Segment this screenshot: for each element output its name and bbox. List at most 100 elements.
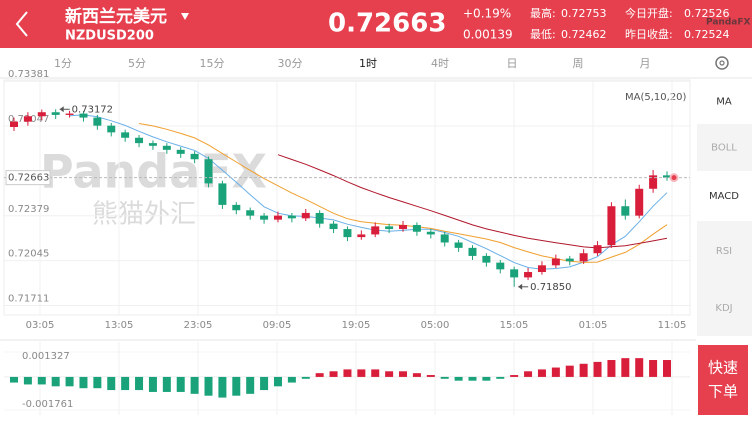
candle-body: [246, 210, 255, 216]
macd-bar: [287, 376, 296, 383]
macd-bar: [496, 376, 505, 379]
settings-icon[interactable]: [715, 56, 729, 70]
legend: MA(5,10,20): [625, 92, 687, 103]
order-label[interactable]: 下单: [708, 383, 738, 401]
candle-body: [496, 262, 505, 270]
high: 0.72753: [561, 7, 607, 20]
candle-body: [607, 206, 616, 246]
tab[interactable]: 1时: [359, 57, 377, 70]
change-pct: +0.19%: [463, 7, 511, 21]
candle-body: [301, 212, 310, 219]
gear[interactable]: [715, 56, 729, 70]
macd-bar: [621, 358, 630, 377]
y-tick-label: 0.73381: [8, 69, 49, 80]
macd-bar: [51, 376, 60, 387]
annotation-arrowhead: [518, 283, 523, 290]
indicator-button[interactable]: [697, 281, 752, 335]
candle-body: [482, 255, 491, 263]
macd-bar: [565, 365, 574, 377]
indicator-label[interactable]: MA: [716, 97, 732, 108]
prev-close: 0.72524: [684, 28, 730, 41]
order-label[interactable]: 快速: [708, 359, 738, 377]
macd-bar: [371, 369, 380, 377]
macd-bar: [440, 376, 449, 379]
macd-bar: [204, 376, 213, 396]
macd-bar: [65, 376, 74, 387]
indicator-button[interactable]: [697, 79, 752, 124]
low-label: 最低:: [530, 28, 556, 41]
macd-bar: [190, 376, 199, 394]
candle-body: [260, 215, 269, 220]
candle-body: [551, 258, 560, 266]
macd-tick-label: -0.001761: [22, 399, 73, 410]
candle-body: [37, 112, 46, 117]
tab[interactable]: 4时: [431, 57, 449, 70]
candle-body: [232, 204, 241, 211]
macd-bar: [343, 369, 352, 377]
macd-bar: [37, 376, 46, 385]
candle-body: [565, 258, 574, 262]
candle-body: [399, 225, 408, 230]
dropdown-arrow[interactable]: [181, 13, 189, 20]
macd-bar: [468, 376, 477, 381]
macd-bar: [399, 371, 408, 377]
macd-bar: [412, 373, 421, 377]
indicator-button[interactable]: [697, 126, 752, 169]
candle-body: [510, 269, 519, 278]
macd-bar: [260, 376, 269, 391]
indicator-label[interactable]: BOLL: [711, 143, 737, 154]
macd-bar: [510, 375, 519, 377]
macd-bar: [551, 367, 560, 377]
indicator-label[interactable]: KDJ: [715, 303, 732, 314]
indicator-label[interactable]: RSI: [716, 246, 732, 257]
x-tick-label: 13:05: [105, 320, 134, 331]
prev-close-label: 昨日收盘:: [625, 27, 673, 41]
change: 0.00139: [463, 28, 513, 42]
x-tick-label: 19:05: [342, 320, 371, 331]
macd-bar: [593, 361, 602, 377]
candle-body: [579, 253, 588, 262]
candle-body: [176, 149, 185, 154]
macd-bar: [10, 376, 18, 383]
macd-bar: [357, 369, 366, 377]
candle-body: [357, 234, 366, 238]
macd-bar: [79, 376, 88, 389]
macd-bar: [454, 376, 463, 381]
candle-body: [440, 234, 449, 243]
candle-body: [343, 229, 352, 238]
tab[interactable]: 月: [640, 57, 651, 70]
indicator-button[interactable]: [697, 223, 752, 279]
order-button[interactable]: [698, 345, 748, 415]
macd-bar: [23, 376, 32, 385]
macd-bar: [537, 369, 546, 377]
gear-hub: [719, 60, 725, 66]
y-tick-label: 0.72045: [8, 249, 49, 260]
high-label: 最高:: [530, 6, 556, 20]
tab[interactable]: 15分: [200, 57, 225, 70]
indicator-label[interactable]: MACD: [709, 191, 739, 202]
tab[interactable]: 1分: [54, 57, 72, 70]
title: 新西兰元美元: [65, 6, 167, 27]
tab[interactable]: 30分: [278, 57, 303, 70]
back-button[interactable]: [15, 11, 28, 37]
macd-bar: [93, 376, 102, 389]
macd-tick-label: 0.001327: [22, 351, 70, 362]
tab[interactable]: 5分: [128, 57, 146, 70]
macd-bar: [426, 375, 435, 377]
macd-bar: [607, 360, 616, 377]
x-tick-label: 11:05: [658, 320, 687, 331]
tab[interactable]: 周: [573, 57, 584, 70]
candle-body: [468, 247, 477, 256]
candle-body: [412, 225, 421, 232]
macd-bar: [524, 371, 533, 377]
annotation-label: 0.73172: [72, 104, 113, 115]
header-bar: [0, 0, 752, 48]
candle-body: [93, 117, 102, 126]
candle-body: [10, 121, 18, 127]
indicator-button[interactable]: [697, 171, 752, 221]
symbol: NZDUSD200: [65, 29, 154, 44]
macd-bar: [315, 373, 324, 377]
candle-body: [635, 188, 644, 216]
tab[interactable]: 日: [507, 57, 518, 70]
